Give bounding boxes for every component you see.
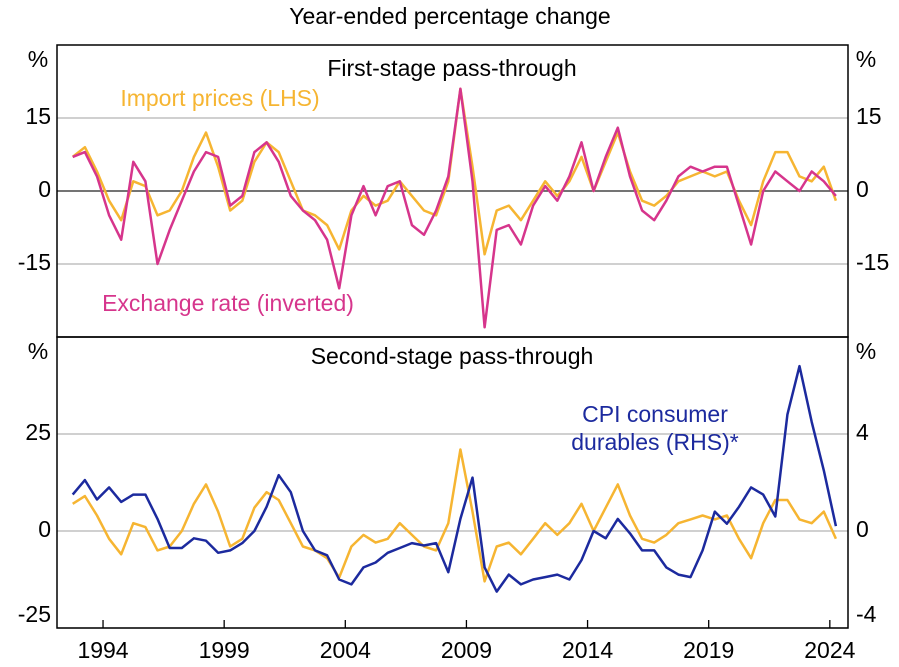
y2-tick-label: -15 <box>856 249 889 275</box>
y-tick-label: 15 <box>25 103 51 129</box>
panel-title: First-stage pass-through <box>327 55 576 81</box>
x-tick-label: 1994 <box>77 637 128 663</box>
series-label: Import prices (LHS) <box>120 85 319 111</box>
y2-tick-label: 0 <box>856 516 869 542</box>
series-label: Exchange rate (inverted) <box>102 290 354 316</box>
y-tick-label: 0 <box>38 516 51 542</box>
y-tick-label: -15 <box>18 249 51 275</box>
series-line <box>71 87 838 256</box>
y2-tick-label: 0 <box>856 176 869 202</box>
y2-tick-label: 15 <box>856 103 882 129</box>
y-unit-label: % <box>28 338 48 364</box>
y2-unit-label: % <box>856 338 876 364</box>
series-line <box>72 87 837 329</box>
y-unit-label: % <box>28 46 48 72</box>
y2-tick-label: 4 <box>856 419 869 445</box>
panel-frame <box>56 336 849 629</box>
series-label: CPI consumer durables (RHS)* <box>571 401 739 455</box>
x-tick-label: 2004 <box>320 637 371 663</box>
y-tick-label: 0 <box>38 176 51 202</box>
x-tick-label: 1999 <box>199 637 250 663</box>
y-tick-label: 25 <box>25 419 51 445</box>
x-tick-label: 2024 <box>804 637 855 663</box>
x-tick-label: 2014 <box>562 637 613 663</box>
x-tick-label: 2019 <box>683 637 734 663</box>
series-line <box>72 448 838 583</box>
series-line <box>71 364 838 593</box>
y2-unit-label: % <box>856 46 876 72</box>
chart-title: Year-ended percentage change <box>289 3 610 29</box>
y2-tick-label: -4 <box>856 601 877 627</box>
y-tick-label: -25 <box>18 601 51 627</box>
panel-title: Second-stage pass-through <box>311 343 594 369</box>
x-tick-label: 2009 <box>441 637 492 663</box>
